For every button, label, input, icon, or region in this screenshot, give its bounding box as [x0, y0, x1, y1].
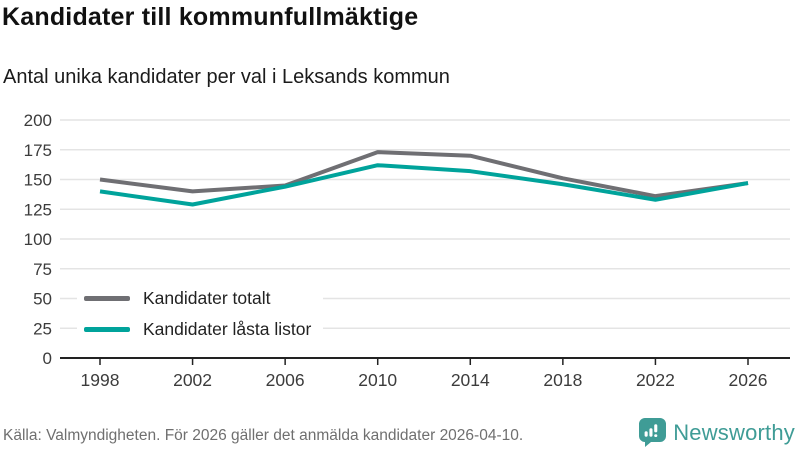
svg-text:2006: 2006 [266, 370, 305, 390]
legend-swatch-locked [84, 327, 130, 332]
svg-text:75: 75 [33, 260, 52, 279]
chart-legend: Kandidater totalt Kandidater låsta listo… [77, 285, 324, 344]
svg-text:175: 175 [24, 141, 52, 160]
legend-label-locked: Kandidater låsta listor [143, 319, 312, 339]
svg-text:2018: 2018 [543, 370, 582, 390]
legend-swatch-total [84, 296, 130, 301]
legend-label-total: Kandidater totalt [143, 288, 271, 308]
chart-subtitle: Antal unika kandidater per val i Leksand… [3, 66, 450, 88]
newsworthy-logo: Newsworthy [639, 418, 795, 447]
svg-text:1998: 1998 [81, 370, 120, 390]
svg-text:50: 50 [33, 290, 52, 309]
svg-text:150: 150 [24, 171, 52, 190]
legend-item-locked: Kandidater låsta listor [84, 319, 311, 340]
newsworthy-logo-icon [639, 418, 667, 447]
source-note: Källa: Valmyndigheten. För 2026 gäller d… [3, 427, 524, 444]
newsworthy-logo-text: Newsworthy [673, 419, 795, 445]
svg-text:2010: 2010 [358, 370, 397, 390]
legend-item-total: Kandidater totalt [84, 288, 311, 309]
svg-text:2002: 2002 [173, 370, 212, 390]
svg-text:100: 100 [24, 230, 52, 249]
svg-text:25: 25 [33, 319, 52, 338]
svg-text:2022: 2022 [636, 370, 675, 390]
exclamation-dot [654, 434, 658, 437]
svg-text:2026: 2026 [729, 370, 768, 390]
chart-title: Kandidater till kommunfullmäktige [2, 3, 419, 31]
svg-text:2014: 2014 [451, 370, 490, 390]
svg-text:125: 125 [24, 200, 52, 219]
svg-text:0: 0 [43, 349, 52, 368]
svg-text:200: 200 [24, 111, 52, 130]
